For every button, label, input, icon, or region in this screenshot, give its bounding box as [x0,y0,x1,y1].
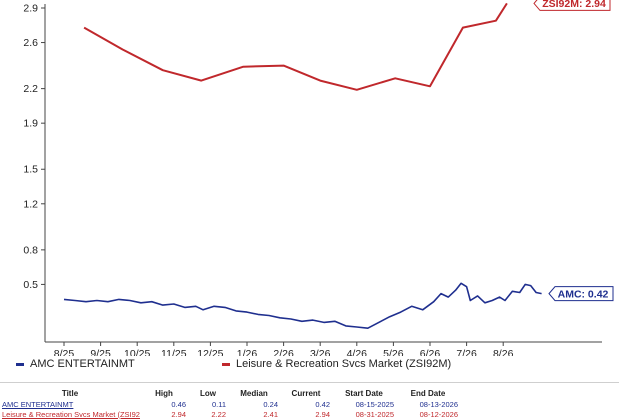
end-label-text: AMC: 0.42 [558,288,609,300]
cell-end-date: 08-13-2026 [419,399,458,409]
x-tick-label: 9/25 [90,348,111,356]
cell-high: 2.94 [171,409,186,419]
divider [0,382,619,383]
end-label-text: ZSI92M: 2.94 [542,0,606,10]
x-tick-label: 6/26 [420,348,441,356]
header-start-date: Start Date [345,389,383,398]
x-tick-label: 11/25 [161,348,187,356]
table-row: Leisure & Recreation Svcs Market (ZSI92M… [0,409,460,419]
table-row: AMC ENTERTAINMT 0.46 0.11 0.24 0.42 08-1… [0,399,460,409]
header-title: Title [61,389,79,398]
x-tick-label: 12/25 [197,348,223,356]
stats-header-row: Title High Low Median Current Start Date… [0,388,460,399]
y-tick-label: 2.9 [23,3,38,15]
end-value-labels: ZSI92M: 2.94 AMC: 0.42 [533,0,614,302]
y-tick-label: 1.5 [23,164,38,176]
end-label-box [533,0,611,11]
cell-median: 2.41 [263,409,278,419]
legend-item-zsi92m[interactable]: Leisure & Recreation Svcs Market (ZSI92M… [222,358,451,370]
y-tick-label: 1.9 [23,118,38,130]
cell-current: 2.94 [315,409,330,419]
cell-low: 2.22 [211,409,226,419]
cell-current: 0.42 [315,399,330,409]
y-tick-label: 1.2 [23,198,38,210]
y-tick-label: 0.8 [23,244,38,256]
x-tick-label: 10/25 [124,348,150,356]
end-label-box [548,286,614,302]
x-tick-label: 2/26 [273,348,294,356]
cell-start-date: 08-31-2025 [355,409,394,419]
cell-median: 0.24 [263,399,278,409]
end-label-tag: AMC: 0.42 [548,286,614,302]
legend-label-amc: AMC ENTERTAINMT [30,358,135,370]
legend-swatch-zsi92m [222,362,230,366]
x-tick-label: 8/25 [54,348,75,356]
line-chart: 0.5 0.8 1.2 1.5 1.9 2.2 2.6 2.9 8/25 9/25 10/25 11/… [23,0,614,356]
cell-start-date: 08-15-2025 [355,399,394,409]
legend-swatch-amc [16,362,24,366]
x-tick-label: 4/26 [347,348,368,356]
header-high: High [155,389,173,398]
cell-high: 0.46 [171,399,186,409]
chart-axes: 0.5 0.8 1.2 1.5 1.9 2.2 2.6 2.9 8/25 9/25 10/25 11/… [23,3,602,356]
legend-item-amc[interactable]: AMC ENTERTAINMT [16,358,135,370]
y-tick-label: 0.5 [23,279,38,291]
row-title-link[interactable]: AMC ENTERTAINMT [2,399,74,409]
header-median: Median [240,389,268,398]
x-tick-label: 1/26 [237,348,258,356]
y-tick-label: 2.2 [23,83,38,95]
chart-series [63,2,542,329]
header-end-date: End Date [410,389,446,398]
cell-end-date: 08-12-2026 [419,409,458,419]
row-title-link[interactable]: Leisure & Recreation Svcs Market (ZSI92M… [2,409,140,419]
series-line-zsi92m [83,2,508,91]
cell-low: 0.11 [211,399,226,409]
x-tick-label: 3/26 [310,348,331,356]
x-tick-label: 7/26 [456,348,477,356]
series-line-amc [63,282,542,329]
y-tick-label: 2.6 [23,37,38,49]
x-tick-label: 8/26 [493,348,514,356]
end-label-tag: ZSI92M: 2.94 [533,0,611,11]
legend-label-zsi92m: Leisure & Recreation Svcs Market (ZSI92M… [236,358,452,370]
x-tick-label: 5/26 [383,348,404,356]
header-low: Low [200,389,216,398]
chart-legend: AMC ENTERTAINMT Leisure & Recreation Svc… [0,356,619,374]
stats-table: Title High Low Median Current Start Date… [0,388,460,419]
header-current: Current [291,389,321,398]
